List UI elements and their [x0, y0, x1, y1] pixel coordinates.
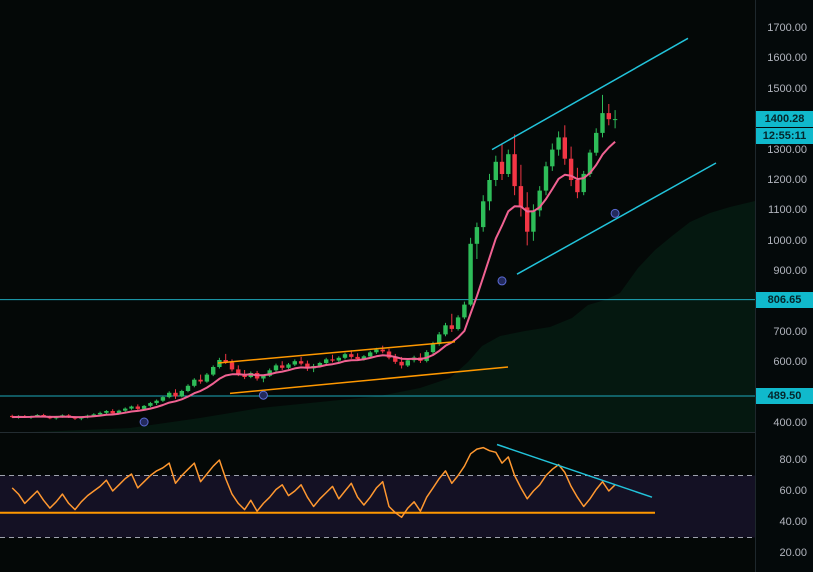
countdown-badge: 12:55:11: [756, 128, 813, 144]
price-axis-label: 400.00: [773, 417, 807, 429]
trendline-orange-channel-lower[interactable]: [229, 366, 509, 395]
price-axis-label: 1000.00: [767, 235, 807, 247]
marker-dot[interactable]: [258, 390, 268, 400]
rsi-axis-label: 40.00: [779, 516, 807, 528]
price-axis-label: 1200.00: [767, 174, 807, 186]
rsi-axis-label: 80.00: [779, 454, 807, 466]
price-level-badge: 489.50: [756, 388, 813, 404]
marker-dot[interactable]: [497, 276, 507, 286]
panel-divider: [0, 432, 813, 433]
rsi-axis-label: 60.00: [779, 485, 807, 497]
price-axis[interactable]: 1400.28 12:55:11 1700.00 1600.00 1500.00 13…: [755, 0, 813, 572]
rsi-trendline[interactable]: [496, 443, 653, 498]
price-axis-label: 1600.00: [767, 52, 807, 64]
price-axis-label: 700.00: [773, 326, 807, 338]
price-axis-label: 1700.00: [767, 22, 807, 34]
rsi-band: [0, 475, 755, 538]
rsi-panel[interactable]: [0, 433, 755, 572]
price-level-badge: 806.65: [756, 292, 813, 308]
price-axis-label: 1300.00: [767, 144, 807, 156]
price-axis-label: 900.00: [773, 265, 807, 277]
marker-dot[interactable]: [610, 208, 620, 218]
trendline-orange-channel-upper[interactable]: [217, 340, 456, 364]
rsi-line: [11, 446, 616, 519]
price-axis-label: 600.00: [773, 356, 807, 368]
background-area: [0, 201, 755, 433]
marker-dot[interactable]: [139, 417, 149, 427]
price-panel[interactable]: [0, 0, 755, 433]
trendline-cyan-channel-lower[interactable]: [516, 162, 717, 275]
price-axis-label: 1500.00: [767, 83, 807, 95]
trendline-cyan-channel-upper[interactable]: [491, 37, 689, 151]
rsi-axis-label: 20.00: [779, 547, 807, 559]
price-axis-label: 1100.00: [768, 204, 807, 216]
ma-line[interactable]: [12, 141, 616, 419]
last-price-badge: 1400.28: [756, 111, 813, 127]
